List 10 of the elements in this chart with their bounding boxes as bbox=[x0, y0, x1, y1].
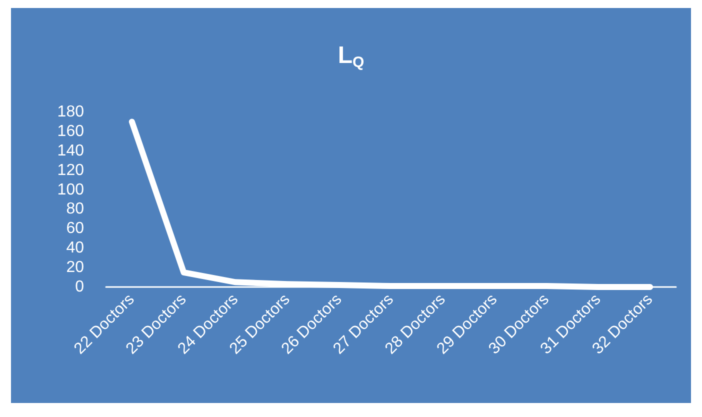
y-tick-label: 140 bbox=[57, 142, 84, 160]
y-tick-label: 160 bbox=[57, 122, 84, 140]
y-tick-label: 100 bbox=[57, 181, 84, 198]
y-tick-label: 120 bbox=[57, 162, 84, 179]
y-tick-label: 80 bbox=[66, 200, 84, 218]
y-tick-label: 40 bbox=[66, 240, 84, 257]
y-tick-label: 20 bbox=[66, 259, 84, 276]
y-tick-label: 0 bbox=[75, 278, 84, 296]
y-tick-label: 60 bbox=[66, 220, 84, 238]
y-tick-label: 180 bbox=[57, 104, 84, 120]
